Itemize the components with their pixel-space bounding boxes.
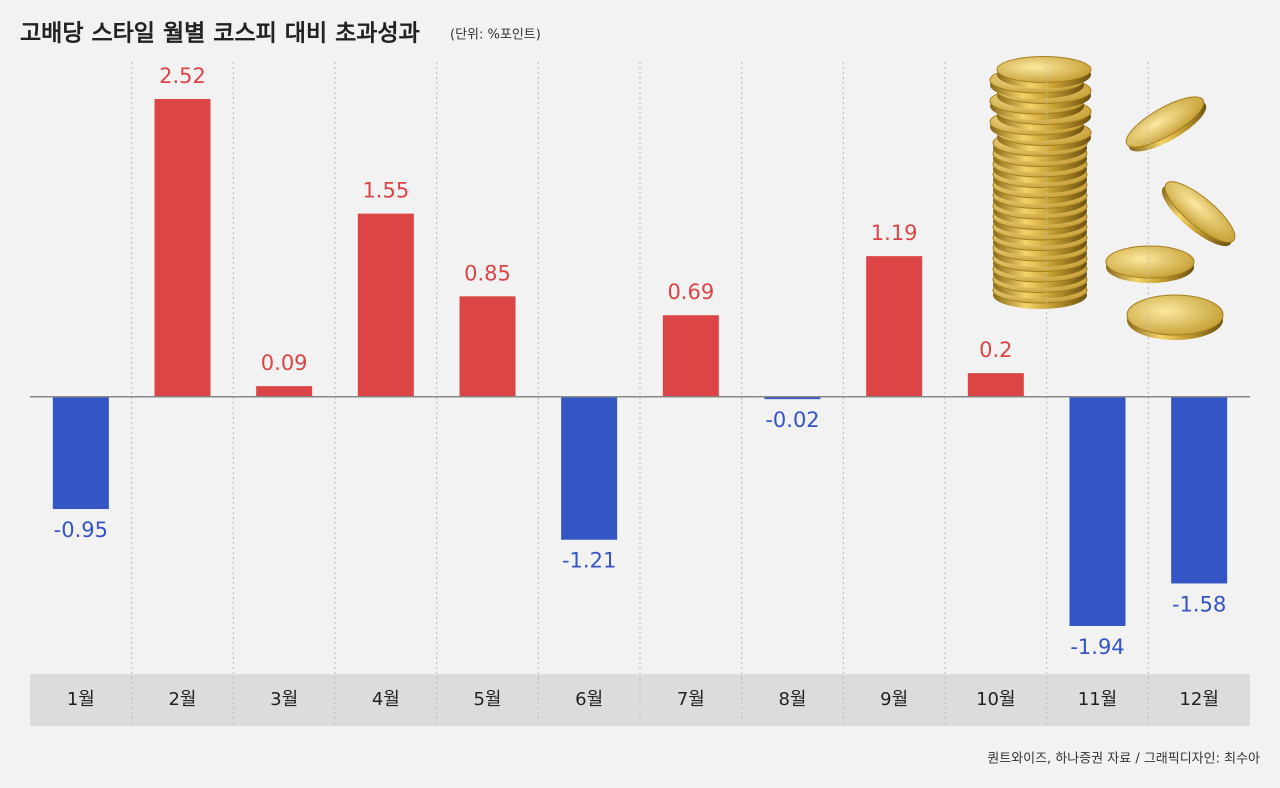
x-tick-label: 2월 [168,689,196,710]
x-tick-label: 1월 [67,689,95,710]
coin [1164,181,1236,243]
x-tick-label: 5월 [473,689,501,710]
x-tick-label: 7월 [677,689,705,710]
chart-subtitle: (단위: %포인트) [450,28,541,43]
x-tick-label: 12월 [1179,689,1218,710]
x-tick-label: 4월 [372,689,400,710]
bar [662,315,719,397]
value-label: -0.95 [54,518,108,542]
x-tick-label: 3월 [270,689,298,710]
value-label: 0.2 [979,338,1012,362]
x-tick-label: 11월 [1078,689,1117,710]
source: 퀀트와이즈, 하나증권 자료 / 그래픽디자인: 최수아 [987,752,1260,767]
value-label: 1.19 [871,221,918,245]
coin [996,56,1092,83]
value-label: 0.69 [667,280,714,304]
value-label: -1.94 [1070,635,1124,659]
value-label: -0.02 [765,408,819,432]
bar [52,396,109,510]
chart-title: 고배당 스타일 월별 코스피 대비 초과성과 [20,21,420,47]
bar [256,386,313,397]
coins-illustration [989,56,1236,340]
value-label: -1.58 [1172,592,1226,616]
bar [1171,396,1228,584]
x-tick-label: 10월 [976,689,1015,710]
bar [561,396,618,540]
bar [1069,396,1126,626]
value-label: 0.85 [464,261,511,285]
bar [967,373,1024,397]
value-label: -1.21 [562,549,616,573]
bar [866,256,923,397]
coin [1105,245,1195,279]
bar [764,396,821,400]
bar [459,296,516,397]
value-label: 1.55 [362,179,409,203]
value-label: 2.52 [159,64,206,88]
coin [1125,96,1205,148]
value-label: 0.09 [261,351,308,375]
x-tick-label: 8월 [778,689,806,710]
x-tick-label: 6월 [575,689,603,710]
bar [357,213,414,397]
coin [1126,294,1224,336]
x-tick-label: 9월 [880,689,908,710]
bar [154,99,211,397]
